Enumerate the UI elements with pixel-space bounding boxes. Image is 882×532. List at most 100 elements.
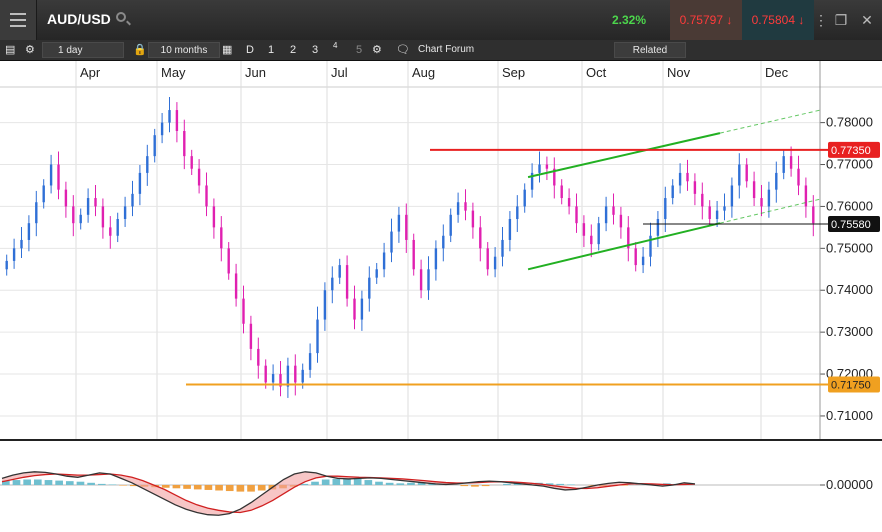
support-label-box [828, 376, 880, 393]
candle-body [486, 248, 489, 270]
candle-body [686, 172, 689, 182]
related-button[interactable]: Related [614, 42, 686, 58]
candle-body [360, 298, 364, 320]
candle-body [123, 206, 127, 219]
macd-panel [0, 440, 882, 523]
candle-body [345, 265, 349, 299]
candle-body [567, 198, 571, 207]
candle-body [789, 156, 793, 169]
gear-icon[interactable]: ⚙ [372, 44, 382, 56]
candle-body [234, 273, 238, 299]
resistance-label-box [828, 141, 880, 158]
interval-select[interactable]: 1 day [42, 42, 124, 58]
macd-histogram-bar [407, 482, 415, 485]
candle-body [323, 290, 327, 320]
support-label: 0.71750 [831, 380, 871, 392]
candle-body [671, 185, 674, 199]
macd-histogram-bar [311, 481, 319, 485]
macd-histogram-bar [204, 485, 213, 490]
macd-histogram-bar [353, 478, 362, 485]
candle-body [27, 223, 31, 240]
settings-icon[interactable]: ⚙ [25, 44, 35, 56]
macd-histogram-bar [257, 485, 266, 491]
candle-body [434, 248, 438, 270]
candle-body [427, 269, 430, 291]
candle-body [656, 219, 660, 236]
period-2[interactable]: 2 [290, 44, 297, 56]
candle-body [101, 206, 105, 228]
chart-type-icon[interactable]: ▤ [5, 44, 16, 56]
candle-body [449, 214, 452, 236]
search-icon[interactable] [116, 12, 126, 22]
macd-histogram-bar [385, 482, 394, 485]
range-select[interactable]: 10 months [148, 42, 220, 58]
candle-body [138, 172, 142, 194]
chart-forum-link[interactable]: Chart Forum [418, 44, 475, 55]
price-tick-label: 0.71000 [826, 408, 873, 423]
period-5[interactable]: 5 [356, 44, 363, 56]
price-tick-label: 0.74000 [826, 282, 873, 297]
candle-body [175, 110, 179, 131]
candle-body [627, 227, 630, 249]
candle-body [752, 181, 756, 199]
macd-histogram-bar [396, 483, 405, 485]
candle-body [501, 239, 504, 257]
period-d[interactable]: D [246, 44, 254, 56]
candle-body [442, 235, 445, 249]
candle-body [412, 239, 415, 270]
candle-body [227, 248, 230, 274]
sell-price: 0.75797 [679, 13, 724, 27]
daily-change: 2.32% [612, 13, 647, 27]
macd-histogram-bar [23, 479, 31, 485]
menu-icon[interactable] [0, 0, 37, 40]
candle-body [812, 206, 815, 224]
sell-price-button[interactable]: 0.75797 ↓ [670, 0, 742, 40]
macd-histogram-bar [183, 485, 191, 489]
candle-body [508, 219, 512, 240]
chat-icon[interactable]: 🗨 [396, 44, 410, 56]
lock-icon[interactable]: 🔒 [133, 44, 147, 56]
channel-upper-line-extension [719, 109, 821, 134]
popout-icon[interactable]: ❐ [834, 12, 848, 28]
macd-histogram-bar [172, 485, 181, 489]
macd-histogram-bar [364, 480, 373, 485]
candle-body [49, 164, 53, 186]
period-1[interactable]: 1 [268, 44, 275, 56]
candle-body [12, 248, 16, 261]
candle-body [775, 172, 778, 190]
candle-body [516, 206, 519, 219]
candle-body [375, 269, 378, 278]
candle-body [693, 181, 697, 194]
candle-body [368, 277, 371, 299]
macd-histogram-bar [108, 484, 117, 485]
buy-price: 0.75804 [751, 13, 796, 27]
macd-histogram-bar [513, 483, 522, 485]
month-label: Sep [502, 65, 525, 80]
resize-handle-icon[interactable]: ⋮ [814, 12, 828, 28]
period-4[interactable]: 4 [333, 41, 338, 50]
buy-price-button[interactable]: 0.75804 ↓ [742, 0, 814, 40]
close-icon[interactable]: ✕ [861, 12, 873, 28]
candle-body [708, 206, 711, 219]
candle-body [5, 260, 8, 270]
month-label: Apr [80, 65, 101, 80]
period-3[interactable]: 3 [312, 44, 319, 56]
chart-toolbar: ▤ ⚙ 1 day 🔒 10 months ▦ D 1 2 3 4 5 ⚙ 🗨 … [0, 40, 882, 61]
candle-body [456, 202, 460, 215]
candle-body [804, 185, 808, 207]
candle-body [530, 172, 534, 190]
candle-body [730, 185, 734, 207]
chart-area[interactable]: Apr May Jun Jul Aug Sep Oct Nov Dec 0.78000 0.7700… [0, 61, 882, 527]
calendar-icon[interactable]: ▦ [222, 44, 233, 56]
price-tick-label: 0.78000 [826, 115, 873, 130]
channel-lower-line [527, 222, 721, 271]
candle-body [220, 227, 223, 249]
candle-body [678, 172, 682, 186]
month-label: Aug [412, 65, 435, 80]
candle-body [168, 110, 171, 123]
candle-body [160, 122, 164, 136]
candle-body [308, 353, 312, 370]
month-label: Oct [586, 65, 607, 80]
candle-body [183, 131, 186, 157]
candle-body [575, 206, 578, 224]
